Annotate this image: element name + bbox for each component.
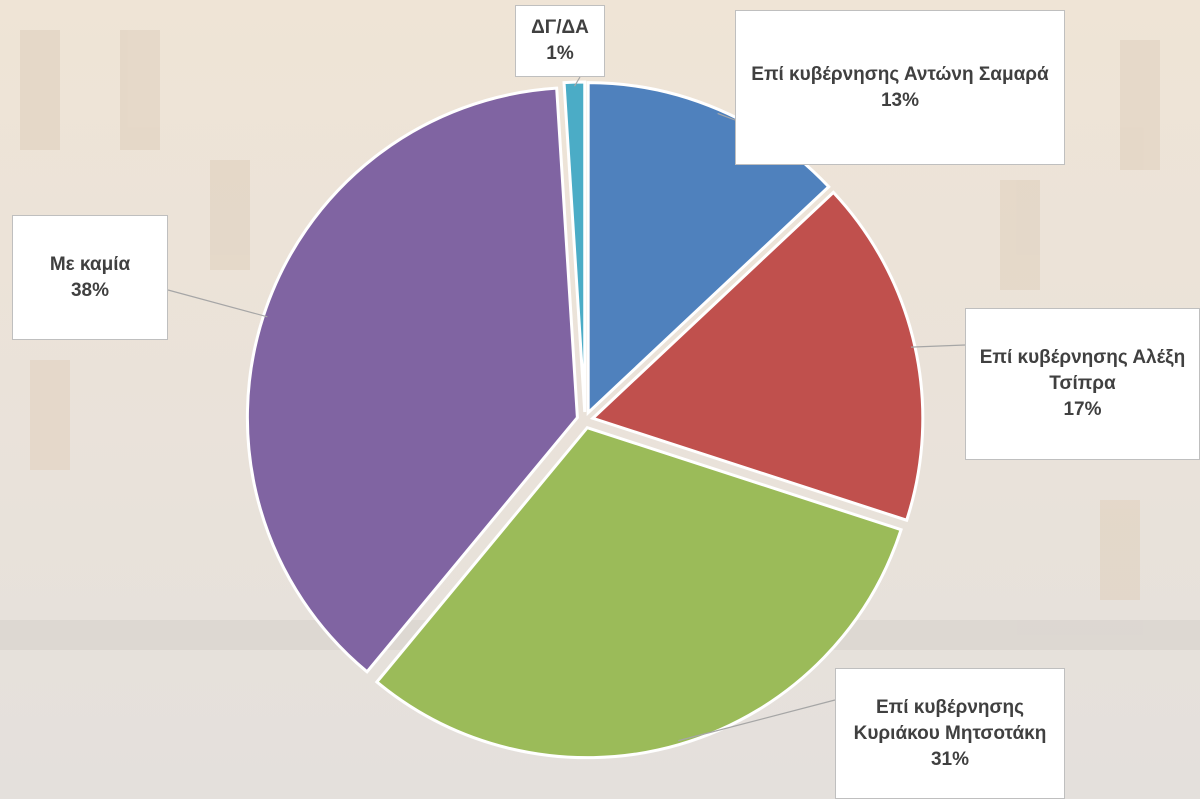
category-label: Με καμία [23,252,157,278]
category-label: ΔΓ/ΔΑ [526,15,594,41]
value-label: 17% [976,397,1189,423]
category-label: Επί κυβέρνησης Αλέξη Τσίπρα [976,345,1189,397]
value-label: 13% [746,88,1054,114]
value-label: 38% [23,278,157,304]
page: (() => { const data = JSON.parse(documen… [0,0,1200,799]
value-label: 1% [526,41,594,67]
category-label: Επί κυβέρνησης Αντώνη Σαμαρά [746,62,1054,88]
category-label: Επί κυβέρνησης Κυριάκου Μητσοτάκη [846,695,1054,747]
value-label: 31% [846,747,1054,773]
